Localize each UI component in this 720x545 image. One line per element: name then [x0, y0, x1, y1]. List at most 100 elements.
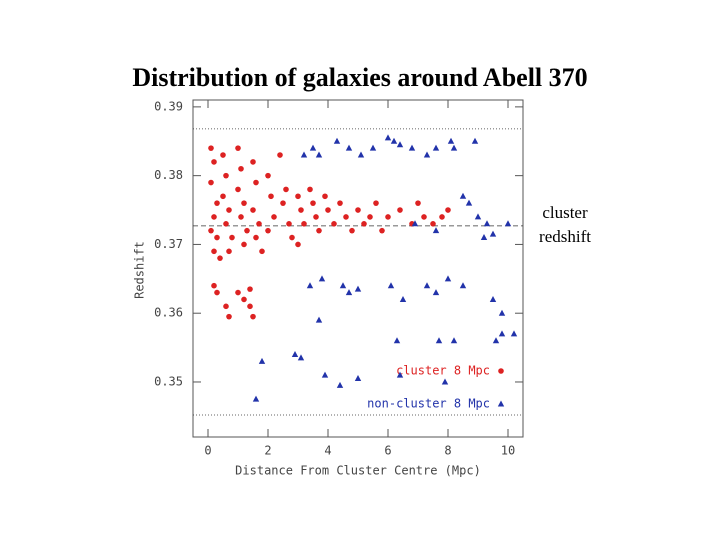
circle-point [310, 200, 316, 206]
legend-label: non-cluster 8 Mpc [367, 397, 490, 411]
x-tick-label: 4 [324, 444, 331, 458]
triangle-point [435, 337, 443, 344]
circle-point [229, 234, 235, 241]
triangle-point [393, 337, 401, 344]
circle-point [238, 214, 244, 220]
circle-point [238, 165, 244, 172]
annotation: cluster redshift [539, 203, 591, 246]
circle-point [250, 313, 256, 320]
triangle-point [336, 381, 344, 388]
triangle-point [423, 282, 431, 289]
circle-point [298, 207, 304, 213]
circle-point [331, 220, 337, 227]
x-axis-label: Distance From Cluster Centre (Mpc) [235, 464, 481, 478]
circle-point [208, 145, 214, 151]
triangle-point [354, 375, 362, 382]
circle-point [286, 220, 292, 227]
chart-title: Distribution of galaxies around Abell 37… [132, 63, 587, 92]
triangle-point [510, 330, 518, 337]
circle-point [316, 227, 322, 234]
circle-point [430, 220, 436, 227]
triangle-point [297, 354, 305, 361]
triangle-point [459, 192, 467, 199]
circle-point [241, 296, 247, 303]
circle-point [295, 193, 301, 200]
circle-point [307, 186, 313, 193]
circle-point [325, 207, 331, 213]
triangle-point [411, 220, 419, 227]
triangle-point [483, 220, 491, 227]
circle-point [301, 220, 307, 227]
triangle-point [480, 234, 488, 241]
y-tick-label: 0.37 [154, 237, 183, 251]
circle-point [253, 179, 259, 186]
triangle-point [369, 144, 377, 151]
triangle-point [459, 282, 467, 289]
circle-point [265, 227, 271, 234]
circle-point [226, 313, 232, 320]
triangle-point [309, 144, 317, 151]
triangle-point [384, 134, 392, 141]
plot-frame [192, 99, 524, 438]
circle-point [226, 248, 232, 255]
triangle-point [441, 378, 449, 385]
triangle-point [450, 337, 458, 344]
circle-point [343, 214, 349, 220]
triangle-point [447, 137, 455, 144]
triangle-point [444, 275, 452, 282]
circle-point [235, 186, 241, 193]
triangle-point [318, 275, 326, 282]
circle-point [244, 227, 250, 234]
circle-point [445, 207, 451, 213]
circle-point [208, 227, 214, 234]
triangle-point [432, 227, 440, 234]
triangle-point [258, 357, 266, 364]
circle-point [295, 241, 301, 248]
triangle-point [474, 213, 482, 220]
triangle-point [387, 282, 395, 289]
circle-point [247, 286, 253, 292]
circle-point [223, 172, 229, 179]
circle-point [208, 179, 214, 186]
circle-point [223, 220, 229, 227]
circle-point [313, 214, 319, 220]
circle-point [250, 159, 256, 165]
circle-point [439, 214, 445, 220]
circle-point [289, 234, 295, 241]
triangle-point [432, 289, 440, 296]
circle-point [385, 214, 391, 220]
triangle-point [450, 144, 458, 151]
y-axis-label: Redshift [133, 241, 147, 299]
circle-point [349, 227, 355, 234]
triangle-point [408, 144, 416, 151]
legend-label: cluster 8 Mpc [396, 364, 490, 378]
x-tick-label: 10 [501, 444, 515, 458]
circle-point [241, 241, 247, 248]
triangle-point [333, 137, 341, 144]
circle-point [220, 193, 226, 200]
triangle-point [390, 137, 398, 144]
triangle-point [291, 350, 299, 357]
circle-point [253, 234, 259, 241]
triangle-point [498, 309, 506, 316]
legend-marker [498, 368, 504, 374]
circle-point [280, 200, 286, 206]
triangle-point [339, 282, 347, 289]
triangle-point [345, 289, 353, 296]
circle-point [235, 145, 241, 151]
triangle-point [489, 230, 497, 237]
circle-point [265, 172, 271, 179]
x-tick-label: 6 [384, 444, 391, 458]
circle-point [241, 200, 247, 206]
x-tick-label: 2 [264, 444, 271, 458]
circle-point [397, 207, 403, 213]
triangle-point [465, 199, 473, 206]
circle-point [271, 214, 277, 220]
circle-point [259, 248, 265, 255]
triangle-point [396, 141, 404, 148]
triangle-point [396, 371, 404, 378]
circle-point [277, 152, 283, 158]
triangle-point [471, 137, 479, 144]
circle-point [211, 159, 217, 165]
